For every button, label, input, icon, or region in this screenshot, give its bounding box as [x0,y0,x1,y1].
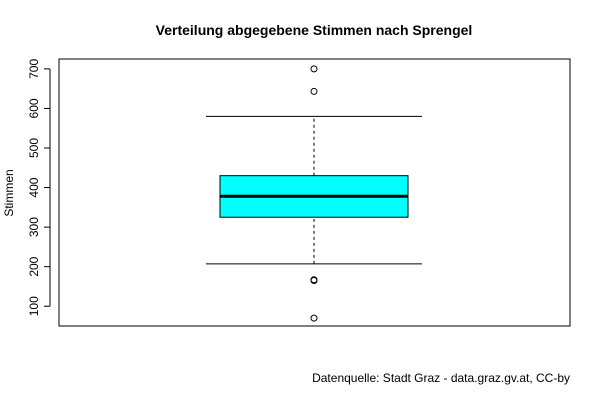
y-tick-label: 100 [27,296,41,316]
y-axis-label: Stimmen [2,169,16,216]
y-tick-label: 600 [27,98,41,118]
y-tick-label: 300 [27,217,41,237]
outlier-point [310,65,318,73]
chart-title: Verteilung abgegebene Stimmen nach Spren… [156,22,473,38]
plot-frame [58,58,571,327]
y-tick-label: 700 [27,59,41,79]
outliers [310,65,318,322]
y-tick-label: 500 [27,138,41,158]
outlier-point [310,314,318,322]
boxplot [206,65,422,322]
y-tick-label: 200 [27,256,41,276]
y-axis: 100 200 300 400 500 600 700 [27,59,51,316]
outlier-point [310,87,318,95]
outlier-point [310,276,318,284]
y-tick-label: 400 [27,177,41,197]
source-caption: Datenquelle: Stadt Graz - data.graz.gv.a… [312,371,570,385]
